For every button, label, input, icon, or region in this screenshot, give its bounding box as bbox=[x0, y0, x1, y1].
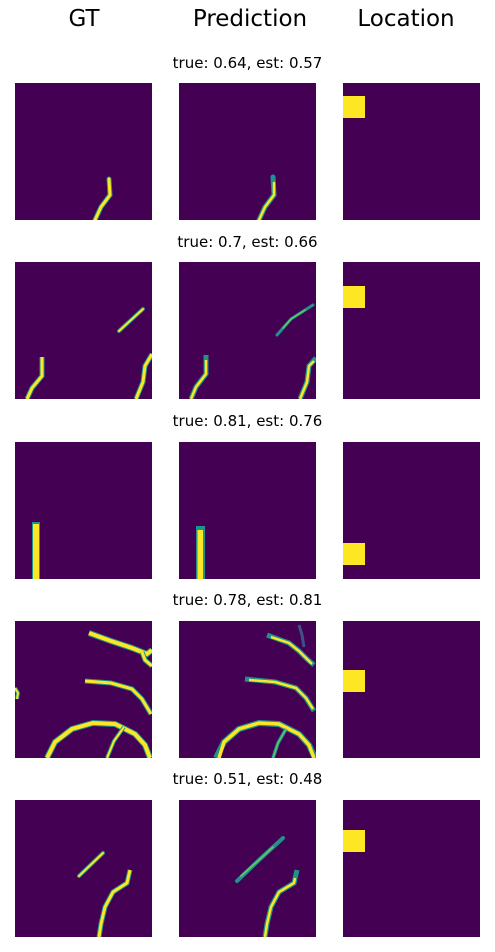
row-5-location-image bbox=[343, 800, 480, 937]
row-4-gt-image bbox=[15, 621, 152, 758]
location-marker bbox=[343, 543, 365, 565]
row-2-location-image bbox=[343, 262, 480, 399]
location-marker bbox=[343, 96, 365, 118]
location-marker bbox=[343, 830, 365, 852]
row-3-gt-image bbox=[15, 442, 152, 579]
row-1-location-image bbox=[343, 83, 480, 220]
row-3-location-image bbox=[343, 442, 480, 579]
row-4-prediction-image bbox=[179, 621, 316, 758]
prediction-column-header: Prediction bbox=[192, 6, 308, 32]
gt-column-header: GT bbox=[68, 6, 100, 32]
row-1-prediction-image bbox=[179, 83, 316, 220]
row-2-gt-image bbox=[15, 262, 152, 399]
row-2-title: true: 0.7, est: 0.66 bbox=[177, 233, 318, 251]
row-4-title: true: 0.78, est: 0.81 bbox=[172, 591, 323, 609]
row-1-title: true: 0.64, est: 0.57 bbox=[172, 54, 323, 72]
row-1-gt-image bbox=[15, 83, 152, 220]
row-3-title: true: 0.81, est: 0.76 bbox=[172, 412, 323, 430]
location-marker bbox=[343, 286, 365, 308]
location-marker bbox=[343, 670, 365, 692]
row-4-location-image bbox=[343, 621, 480, 758]
row-5-title: true: 0.51, est: 0.48 bbox=[172, 770, 323, 788]
row-3-prediction-image bbox=[179, 442, 316, 579]
location-column-header: Location bbox=[357, 6, 455, 32]
row-5-gt-image bbox=[15, 800, 152, 937]
row-5-prediction-image bbox=[179, 800, 316, 937]
row-2-prediction-image bbox=[179, 262, 316, 399]
